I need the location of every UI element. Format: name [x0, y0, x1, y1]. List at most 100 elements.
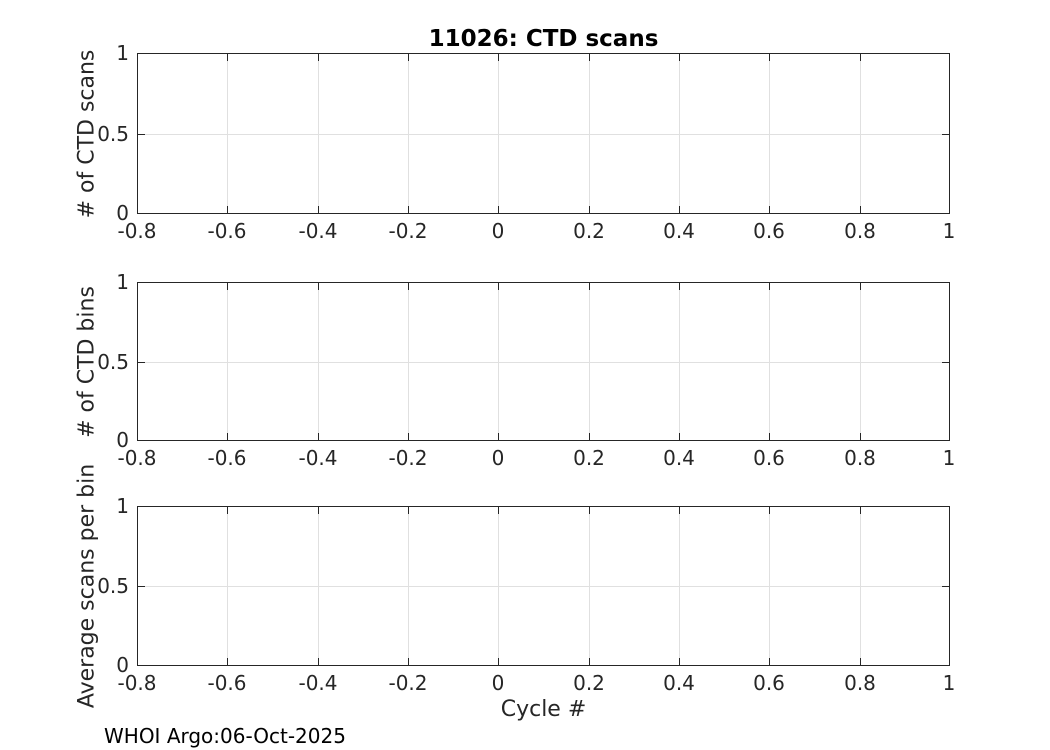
tick-mark — [498, 658, 499, 666]
tick-mark — [318, 433, 319, 441]
gridline-vertical — [860, 53, 861, 214]
tick-mark — [589, 282, 590, 290]
x-tick-label: -0.2 — [388, 219, 428, 243]
gridline-vertical — [679, 53, 680, 214]
y-tick-label: 0.5 — [97, 350, 129, 374]
x-tick-label: 0 — [491, 671, 505, 695]
tick-mark — [137, 586, 145, 587]
x-tick-label: -0.6 — [207, 446, 247, 470]
x-tick-label: -0.6 — [207, 219, 247, 243]
tick-mark — [769, 282, 770, 290]
tick-mark — [589, 433, 590, 441]
tick-mark — [137, 282, 145, 283]
tick-mark — [589, 506, 590, 514]
gridline-vertical — [498, 282, 499, 441]
tick-mark — [137, 282, 138, 290]
tick-mark — [942, 665, 950, 666]
tick-mark — [769, 433, 770, 441]
x-tick-label: -0.6 — [207, 671, 247, 695]
gridline-horizontal — [137, 134, 950, 135]
tick-mark — [942, 282, 950, 283]
tick-mark — [942, 53, 950, 54]
y-tick-label: 0 — [116, 653, 129, 677]
tick-mark — [227, 506, 228, 514]
gridline-vertical — [227, 53, 228, 214]
x-tick-label: 0.2 — [573, 671, 605, 695]
x-tick-label: -0.8 — [117, 446, 157, 470]
tick-mark — [408, 282, 409, 290]
tick-mark — [227, 282, 228, 290]
tick-mark — [949, 206, 950, 214]
y-tick-label: 1 — [116, 494, 129, 518]
tick-mark — [227, 658, 228, 666]
tick-mark — [137, 362, 145, 363]
x-tick-label: -0.2 — [388, 671, 428, 695]
tick-mark — [318, 506, 319, 514]
tick-mark — [679, 506, 680, 514]
y-tick-label: 0 — [116, 201, 129, 225]
y-tick-label: 1 — [116, 270, 129, 294]
tick-mark — [137, 53, 138, 61]
y-axis-label-ctd-bins: # of CTD bins — [74, 285, 100, 438]
subplot-ctd-bins: # of CTD bins -0.8 -0.6 -0.4 -0.2 0 0.2 0.4 0.6… — [75, 270, 956, 470]
tick-mark — [408, 506, 409, 514]
x-tick-label: 0.8 — [844, 219, 876, 243]
x-tick-label: 0.8 — [844, 671, 876, 695]
tick-mark — [318, 282, 319, 290]
tick-mark — [679, 282, 680, 290]
subplot-ctd-scans: # of CTD scans -0.8 -0.6 -0.4 -0.2 0 0.2 0.4 0.… — [75, 41, 956, 243]
x-tick-label: 0.6 — [753, 446, 785, 470]
gridline-vertical — [408, 53, 409, 214]
x-tick-label: -0.8 — [117, 219, 157, 243]
tick-mark — [942, 440, 950, 441]
tick-mark — [589, 53, 590, 61]
x-tick-label: 0.4 — [663, 671, 695, 695]
tick-mark — [949, 53, 950, 61]
x-tick-label: 0.4 — [663, 219, 695, 243]
tick-mark — [137, 213, 145, 214]
tick-mark — [318, 53, 319, 61]
tick-mark — [860, 658, 861, 666]
tick-mark — [137, 53, 145, 54]
tick-mark — [408, 53, 409, 61]
tick-mark — [679, 53, 680, 61]
tick-mark — [408, 433, 409, 441]
gridline-horizontal — [137, 362, 950, 363]
x-tick-label: 1 — [942, 671, 956, 695]
gridline-vertical — [227, 282, 228, 441]
gridline-vertical — [408, 282, 409, 441]
x-tick-label: 1 — [942, 446, 956, 470]
tick-mark — [769, 206, 770, 214]
tick-mark — [137, 658, 138, 666]
tick-mark — [860, 282, 861, 290]
x-tick-label: 0 — [491, 446, 505, 470]
tick-mark — [769, 658, 770, 666]
tick-mark — [860, 506, 861, 514]
x-tick-label: -0.4 — [298, 446, 338, 470]
tick-mark — [137, 665, 145, 666]
tick-mark — [769, 506, 770, 514]
tick-mark — [498, 506, 499, 514]
gridline-vertical — [769, 282, 770, 441]
tick-mark — [949, 506, 950, 514]
tick-mark — [679, 433, 680, 441]
tick-mark — [318, 206, 319, 214]
gridline-vertical — [769, 53, 770, 214]
x-tick-label: 0.6 — [753, 219, 785, 243]
y-axis-label-ctd-scans: # of CTD scans — [74, 49, 100, 218]
gridline-vertical — [679, 282, 680, 441]
x-tick-label: -0.4 — [298, 671, 338, 695]
x-tick-label: 0 — [491, 219, 505, 243]
tick-mark — [137, 433, 138, 441]
tick-mark — [589, 658, 590, 666]
y-tick-label: 0.5 — [97, 122, 129, 146]
tick-mark — [860, 206, 861, 214]
tick-mark — [769, 53, 770, 61]
tick-mark — [318, 658, 319, 666]
x-tick-label: 0.8 — [844, 446, 876, 470]
tick-mark — [679, 658, 680, 666]
x-tick-label: 0.2 — [573, 446, 605, 470]
watermark-text: WHOI Argo:06-Oct-2025 — [104, 724, 346, 748]
tick-mark — [942, 134, 950, 135]
tick-mark — [137, 206, 138, 214]
